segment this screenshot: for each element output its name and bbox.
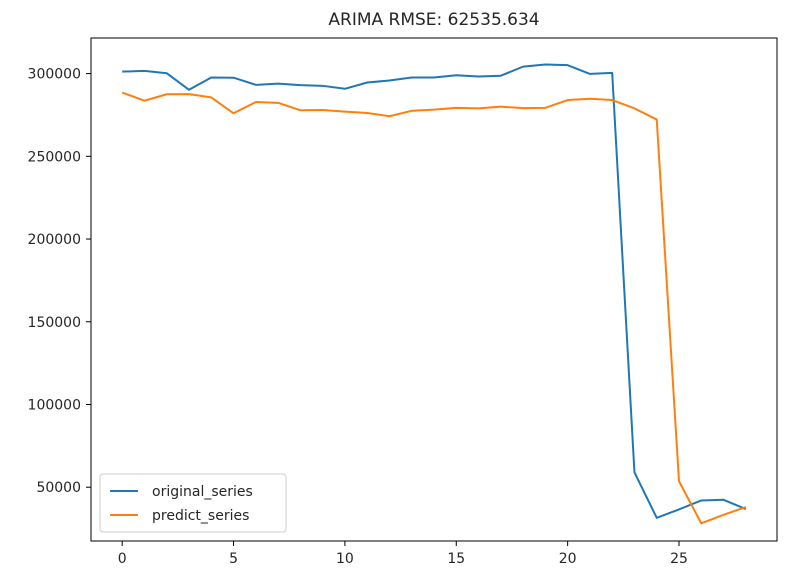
y-tick-label: 50000 [36, 480, 81, 496]
x-tick-label: 10 [336, 551, 354, 567]
series-layer [121, 63, 747, 525]
plot-frame [90, 37, 778, 542]
x-tick-label: 15 [447, 551, 465, 567]
x-tick-label: 25 [670, 551, 688, 567]
y-tick-label: 300000 [28, 67, 81, 83]
y-tick-label: 200000 [28, 232, 81, 248]
legend-label: original_series [152, 484, 253, 500]
x-tick-label: 20 [559, 551, 577, 567]
chart-title: ARIMA RMSE: 62535.634 [328, 10, 539, 30]
y-tick-label: 100000 [28, 397, 81, 413]
y-tick-label: 150000 [28, 315, 81, 331]
series-line-original-series [122, 63, 747, 519]
legend-box [99, 473, 287, 533]
series-line-predict-series [121, 91, 747, 525]
x-tick-label: 0 [118, 551, 127, 567]
x-tick-label: 5 [229, 551, 238, 567]
y-tick-label: 250000 [28, 149, 81, 165]
plot-area [91, 38, 777, 541]
legend: original_series predict_series [99, 473, 287, 533]
x-axis: 0 5 10 15 20 25 [118, 541, 688, 567]
y-axis: 50000 100000 150000 200000 250000 300000 [28, 67, 91, 496]
legend-label: predict_series [152, 508, 249, 524]
